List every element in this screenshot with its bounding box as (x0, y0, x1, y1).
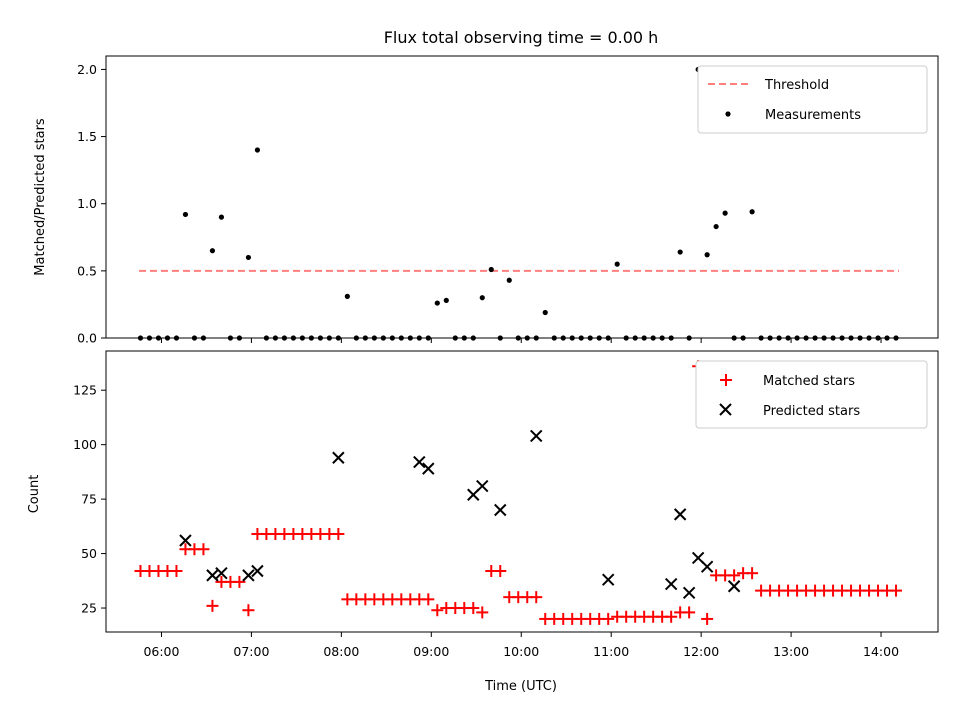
predicted-star-point (251, 564, 264, 578)
predicted-stars-points (179, 429, 741, 599)
x-tick-label: 10:00 (503, 644, 539, 659)
matched-legend-label: Matched stars (763, 374, 855, 389)
chart-title: Flux total observing time = 0.00 h (384, 28, 659, 47)
measurement-point (749, 209, 755, 215)
x-tick-label: 14:00 (863, 644, 899, 659)
measurement-point (542, 309, 548, 316)
measurement-point (677, 249, 683, 255)
bottom-x-ticks: 06:00 07:00 08:00 09:00 10:00 11:00 12:00 13:00… (143, 632, 899, 659)
measurement-point (488, 266, 494, 273)
measurement-point (614, 261, 620, 267)
top-y-tick-label: 0.5 (77, 263, 97, 278)
predicted-star-point (413, 455, 426, 469)
matched-star-point (530, 591, 543, 604)
predicted-star-point (476, 479, 489, 493)
bottom-y-axis-label: Count (27, 475, 42, 514)
top-y-tick-label: 1.0 (77, 196, 97, 211)
measurement-point (443, 297, 449, 303)
matched-star-point (242, 604, 255, 617)
measurement-point (704, 252, 710, 258)
matched-star-point (332, 527, 345, 540)
bottom-y-tick-label: 100 (73, 437, 97, 452)
predicted-star-point (601, 573, 615, 586)
x-tick-label: 08:00 (323, 644, 359, 659)
measurement-point (209, 248, 216, 254)
top-plot-frame (105, 55, 939, 339)
predicted-star-point (215, 566, 228, 580)
matched-star-point (494, 565, 507, 578)
measurements-legend-label: Measurements (765, 108, 861, 123)
matched-stars-points (134, 360, 903, 625)
predicted-star-point (530, 429, 543, 443)
bottom-y-tick-label: 25 (81, 601, 97, 616)
top-y-axis-label: Matched/Predicted stars (33, 118, 48, 276)
matched-star-point (197, 543, 210, 556)
bottom-legend-box (695, 360, 928, 429)
predicted-star-point (727, 580, 741, 593)
x-tick-label: 13:00 (773, 644, 809, 659)
predicted-star-point (242, 569, 255, 582)
bottom-y-tick-label: 50 (81, 546, 97, 561)
x-axis-label: Time (UTC) (484, 679, 557, 694)
predicted-star-point (422, 462, 435, 475)
measurement-point (182, 211, 189, 218)
bottom-y-tick-label: 75 (81, 492, 97, 507)
x-tick-label: 06:00 (143, 644, 179, 659)
top-legend: Threshold Measurements (697, 65, 928, 134)
predicted-star-point (494, 503, 507, 517)
measurement-point (506, 277, 512, 283)
measurement-point (434, 300, 440, 306)
bottom-plot-frame (105, 350, 939, 633)
top-panel: 0.00.51.01.52.0 Matched/Predicted stars … (33, 55, 939, 346)
measurement-point (254, 147, 261, 153)
matched-star-point (746, 567, 759, 580)
matched-star-point (728, 569, 741, 582)
bottom-y-ticks: 25 50 75 100 125 (73, 383, 106, 616)
matched-star-point (467, 602, 480, 615)
measurement-point (218, 214, 225, 220)
matched-star-point (602, 612, 615, 625)
bottom-panel: 25 50 75 100 125 06:00 07:00 08:00 09:00 10:00 11… (27, 350, 939, 694)
top-x-ticks (160, 338, 882, 343)
predicted-star-point (682, 586, 696, 599)
predicted-star-point (332, 451, 345, 464)
predicted-legend-swatch (719, 403, 732, 416)
measurement-point (479, 295, 485, 301)
matched-star-point (206, 599, 219, 612)
matched-star-point (665, 610, 678, 623)
x-tick-label: 07:00 (233, 644, 269, 659)
top-y-tick-label: 1.5 (77, 129, 97, 144)
matched-star-point (701, 612, 714, 625)
matched-star-point (890, 584, 903, 597)
predicted-star-point (664, 577, 678, 591)
top-y-ticks: 0.0 0.5 1.0 1.5 2.0 (77, 62, 106, 346)
matched-star-point (476, 606, 489, 619)
measurement-point (245, 254, 252, 261)
x-tick-label: 11:00 (593, 644, 629, 659)
matched-star-point (422, 593, 435, 606)
measurements-legend-swatch (725, 111, 731, 117)
matched-legend-swatch (720, 374, 732, 386)
x-tick-label: 09:00 (413, 644, 449, 659)
measurement-point (722, 210, 728, 216)
x-tick-label: 12:00 (683, 644, 719, 659)
matched-star-point (431, 604, 444, 617)
top-y-tick-label: 0.0 (77, 331, 97, 346)
bottom-y-tick-label: 125 (73, 383, 97, 398)
predicted-star-point (700, 560, 714, 573)
matched-star-point (683, 606, 696, 619)
predicted-star-point (206, 569, 219, 582)
bottom-legend: Matched stars Predicted stars (695, 360, 928, 429)
predicted-legend-label: Predicted stars (763, 404, 860, 419)
measurement-point (713, 223, 719, 230)
threshold-legend-label: Threshold (764, 78, 829, 93)
top-legend-box (697, 65, 928, 134)
predicted-star-point (673, 508, 687, 521)
matched-star-point (170, 565, 183, 578)
top-y-tick-label: 2.0 (77, 62, 97, 77)
measurement-point (344, 293, 350, 299)
predicted-star-point (179, 534, 192, 547)
matched-star-point (233, 575, 246, 588)
